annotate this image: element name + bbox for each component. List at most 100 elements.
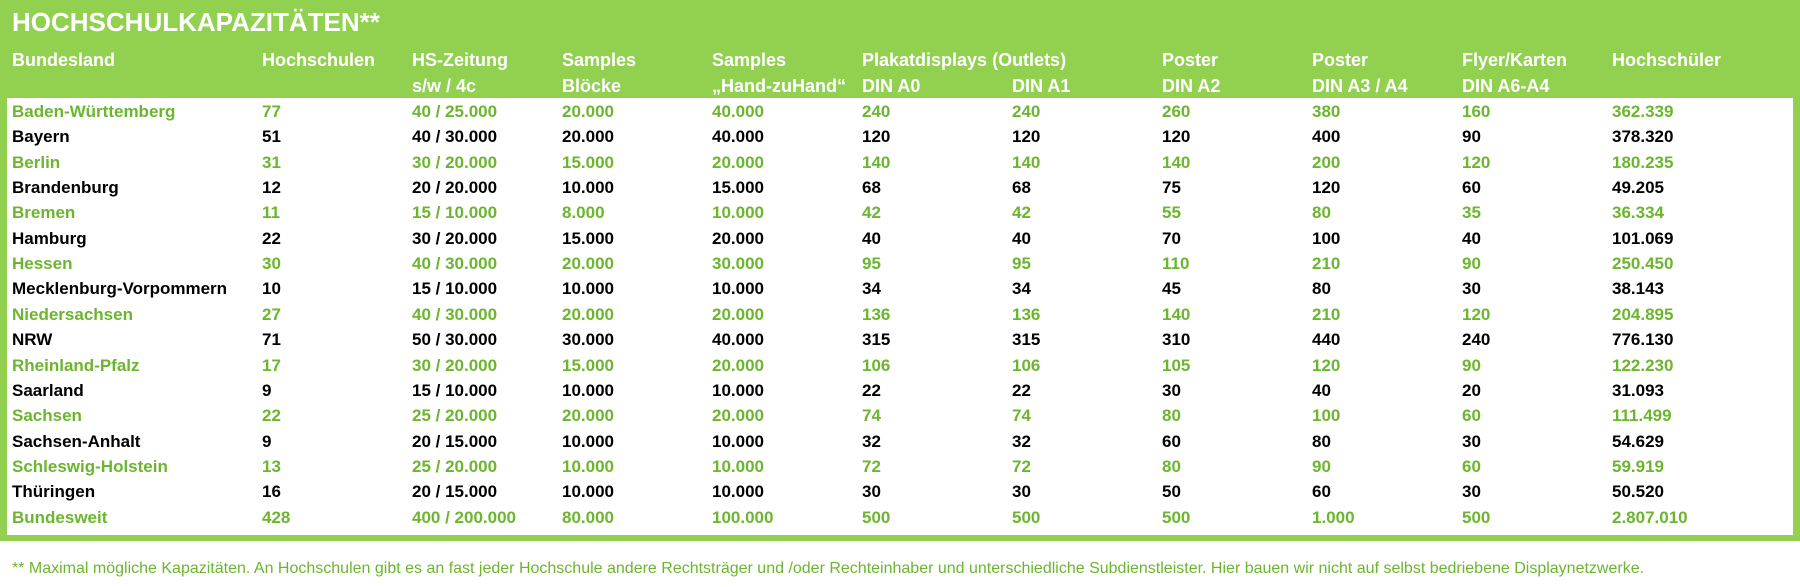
column-header: Hochschüler xyxy=(1612,50,1722,70)
cell: 90 xyxy=(1462,254,1481,274)
table-body-background xyxy=(7,98,1793,535)
cell: 378.320 xyxy=(1612,127,1674,147)
cell: 22 xyxy=(1012,380,1031,400)
cell: 240 xyxy=(862,102,891,121)
cell: 36.334 xyxy=(1612,203,1664,223)
cell: 22 xyxy=(862,380,881,400)
cell: 20 / 15.000 xyxy=(412,431,498,451)
cell: 38.143 xyxy=(1612,279,1664,299)
cell: 10.000 xyxy=(712,431,764,451)
cell: 20.000 xyxy=(562,254,614,274)
cell: 40 xyxy=(862,228,881,248)
cell: 30 xyxy=(1462,482,1481,502)
cell: 30 xyxy=(1462,279,1481,299)
column-header: Flyer/Karten xyxy=(1462,50,1568,70)
cell: 68 xyxy=(1012,178,1031,198)
cell: 35 xyxy=(1462,203,1481,223)
cell: 315 xyxy=(862,330,891,350)
column-subheader: „Hand-zuHand“ xyxy=(712,76,846,96)
cell: 51 xyxy=(262,127,281,147)
column-subheader: DIN A0 xyxy=(862,76,921,96)
cell: 30 / 20.000 xyxy=(412,152,498,172)
cell: 10.000 xyxy=(562,482,614,502)
cell: 10 xyxy=(262,279,281,299)
row-label: Saarland xyxy=(12,380,84,400)
cell: 12 xyxy=(262,178,281,198)
cell: 72 xyxy=(1012,456,1031,476)
column-header: Poster xyxy=(1162,50,1219,70)
cell: 120 xyxy=(1012,127,1041,147)
cell: 120 xyxy=(862,127,891,147)
cell: 10.000 xyxy=(712,456,764,476)
cell: 20 xyxy=(1462,380,1481,400)
cell: 250.450 xyxy=(1612,254,1674,274)
cell: 77 xyxy=(262,102,281,121)
cell: 240 xyxy=(1012,102,1041,121)
cell: 136 xyxy=(1012,304,1041,324)
cell: 34 xyxy=(1012,279,1031,299)
cell: 400 / 200.000 xyxy=(412,507,516,527)
cell: 60 xyxy=(1162,431,1181,451)
cell: 16 xyxy=(262,482,281,502)
cell: 100 xyxy=(1312,228,1341,248)
cell: 8.000 xyxy=(562,203,605,223)
cell: 34 xyxy=(862,279,881,299)
cell: 13 xyxy=(262,456,281,476)
cell: 120 xyxy=(1162,127,1191,147)
cell: 362.339 xyxy=(1612,102,1674,121)
cell: 60 xyxy=(1312,482,1331,502)
cell: 40.000 xyxy=(712,102,764,121)
row-label: Rheinland-Pfalz xyxy=(12,355,140,375)
cell: 42 xyxy=(1012,203,1031,223)
cell: 15.000 xyxy=(562,152,614,172)
row-label: Hessen xyxy=(12,254,73,274)
row-label: Schleswig-Holstein xyxy=(12,456,168,476)
column-subheader: Blöcke xyxy=(562,76,622,96)
cell: 40 xyxy=(1312,380,1331,400)
cell: 20.000 xyxy=(562,127,614,147)
cell: 9 xyxy=(262,431,272,451)
row-label: Brandenburg xyxy=(12,178,119,198)
cell: 20 / 15.000 xyxy=(412,482,498,502)
cell: 31.093 xyxy=(1612,380,1664,400)
cell: 140 xyxy=(862,152,891,172)
cell: 136 xyxy=(862,304,891,324)
row-label: Thüringen xyxy=(12,482,96,502)
cell: 95 xyxy=(1012,254,1031,274)
cell: 22 xyxy=(262,228,281,248)
cell: 380 xyxy=(1312,102,1341,121)
cell: 55 xyxy=(1162,203,1181,223)
cell: 500 xyxy=(1162,507,1191,527)
cell: 120 xyxy=(1312,178,1341,198)
cell: 15.000 xyxy=(562,228,614,248)
cell: 50 xyxy=(1162,482,1181,502)
cell: 59.919 xyxy=(1612,456,1664,476)
cell: 120 xyxy=(1462,152,1491,172)
cell: 80 xyxy=(1312,431,1331,451)
cell: 1.000 xyxy=(1312,507,1355,527)
row-label: Sachsen-Anhalt xyxy=(12,431,141,451)
cell: 20 / 20.000 xyxy=(412,178,498,198)
cell: 60 xyxy=(1462,406,1481,426)
cell: 10.000 xyxy=(562,178,614,198)
cell: 106 xyxy=(862,355,891,375)
cell: 9 xyxy=(262,380,272,400)
cell: 25 / 20.000 xyxy=(412,456,498,476)
cell: 30 xyxy=(262,254,281,274)
cell: 50 / 30.000 xyxy=(412,330,498,350)
cell: 140 xyxy=(1162,304,1191,324)
cell: 30 / 20.000 xyxy=(412,228,498,248)
cell: 428 xyxy=(262,507,291,527)
cell: 50.520 xyxy=(1612,482,1664,502)
cell: 111.499 xyxy=(1612,406,1672,426)
cell: 70 xyxy=(1162,228,1181,248)
cell: 776.130 xyxy=(1612,330,1674,350)
cell: 15.000 xyxy=(712,178,764,198)
cell: 60 xyxy=(1462,178,1481,198)
cell: 30 / 20.000 xyxy=(412,355,498,375)
cell: 71 xyxy=(262,330,281,350)
cell: 210 xyxy=(1312,304,1341,324)
cell: 20.000 xyxy=(712,304,764,324)
cell: 160 xyxy=(1462,102,1491,121)
cell: 60 xyxy=(1462,456,1481,476)
